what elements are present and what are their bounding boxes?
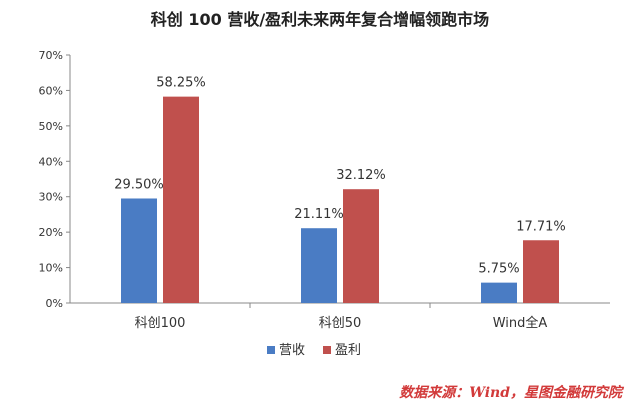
legend-label: 盈利 <box>335 343 361 358</box>
bar-营收 <box>481 282 517 303</box>
data-label: 21.11% <box>294 207 344 222</box>
data-label: 5.75% <box>478 262 519 277</box>
bar-营收 <box>301 228 337 303</box>
x-tick-label: 科创50 <box>319 316 362 331</box>
y-tick-label: 30% <box>39 191 63 204</box>
y-tick-label: 50% <box>39 120 63 133</box>
y-tick-label: 20% <box>39 226 63 239</box>
legend-swatch <box>267 346 275 354</box>
data-label: 17.71% <box>516 219 566 234</box>
data-label: 29.50% <box>114 177 164 192</box>
legend-swatch <box>323 346 331 354</box>
x-tick-label: 科创100 <box>135 316 186 331</box>
data-label: 58.25% <box>156 76 206 91</box>
bar-盈利 <box>523 240 559 303</box>
bar-盈利 <box>163 96 199 303</box>
bar-盈利 <box>343 189 379 303</box>
y-tick-label: 40% <box>39 155 63 168</box>
data-label: 32.12% <box>336 168 386 183</box>
x-tick-label: Wind全A <box>493 315 548 331</box>
y-tick-label: 10% <box>39 262 63 275</box>
y-tick-label: 70% <box>39 49 63 62</box>
bar-营收 <box>121 198 157 303</box>
source-note: 数据来源：Wind，星图金融研究院 <box>399 385 622 401</box>
y-tick-label: 0% <box>46 297 63 310</box>
chart-title: 科创 100 营收/盈利未来两年复合增幅领跑市场 <box>150 10 490 29</box>
y-tick-label: 60% <box>39 84 63 97</box>
legend-label: 营收 <box>279 343 305 358</box>
